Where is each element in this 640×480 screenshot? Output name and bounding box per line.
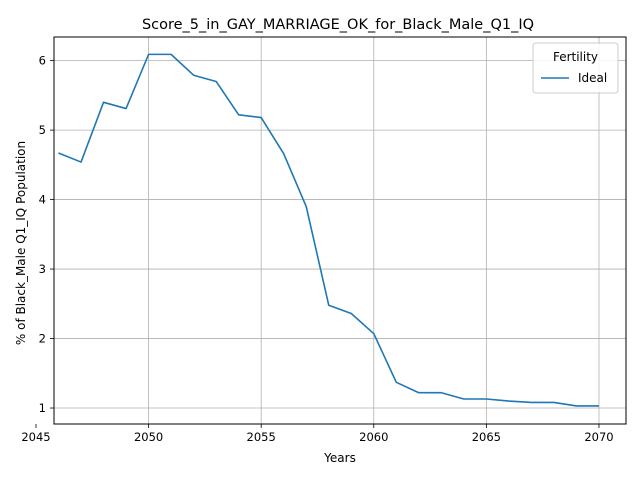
legend-label: Ideal: [578, 71, 607, 85]
legend-title: Fertility: [553, 50, 598, 64]
y-tick-label: 1: [39, 401, 46, 415]
x-tick-label: 2050: [134, 430, 163, 444]
y-tick-label: 4: [39, 193, 46, 207]
y-tick-label: 2: [39, 332, 46, 346]
grid-lines: [54, 37, 626, 424]
series-layer: [58, 53, 599, 407]
y-tick-label: 5: [39, 123, 46, 137]
x-tick-label: 2070: [584, 430, 613, 444]
x-axis: 2045 2050 2055 2060 2065 2070: [21, 424, 614, 444]
legend: Fertility Ideal: [532, 42, 619, 94]
x-tick-label: 2045: [21, 430, 50, 444]
legend-box: [532, 42, 619, 94]
x-tick-label: 2060: [359, 430, 388, 444]
plot-frame: [53, 36, 627, 425]
x-tick-label: 2055: [247, 430, 276, 444]
series-line-ideal: [58, 53, 599, 407]
y-axis-label: % of Black_Male Q1_IQ Population: [14, 141, 28, 345]
x-tick-label: 2065: [472, 430, 501, 444]
x-axis-label: Years: [323, 451, 356, 465]
y-axis: 1 2 3 4 5 6: [39, 54, 54, 415]
y-tick-label: 6: [39, 54, 46, 68]
y-tick-label: 3: [39, 262, 46, 276]
chart-title: Score_5_in_GAY_MARRIAGE_OK_for_Black_Mal…: [142, 17, 534, 33]
